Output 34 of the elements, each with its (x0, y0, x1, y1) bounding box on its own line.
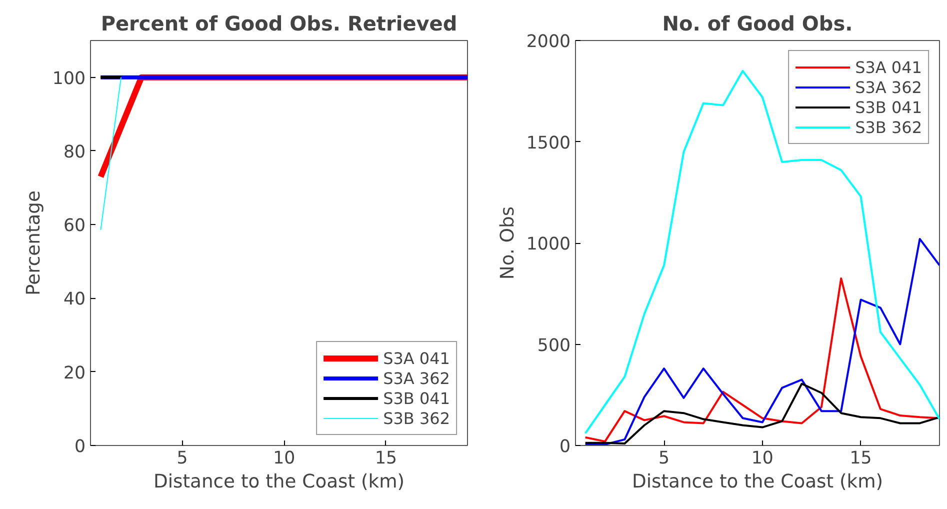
line-series (584, 277, 940, 442)
y-tick-label: 100 (52, 68, 86, 89)
y-tick-label: 40 (63, 290, 86, 310)
y-tick-label: 60 (63, 216, 86, 236)
x-tick-label: 10 (751, 448, 774, 468)
legend-label: S3B 362 (383, 408, 450, 428)
legend-label: S3A 041 (383, 348, 450, 368)
x-tick-label: 10 (273, 448, 296, 468)
x-tick-label: 5 (176, 448, 188, 468)
line-series (584, 238, 940, 446)
legend-label: S3B 041 (383, 388, 450, 408)
y-tick-label: 0 (74, 437, 86, 457)
y-tick-label: 2000 (526, 32, 571, 52)
y-tick-label: 500 (537, 336, 571, 356)
y-tick-label: 0 (559, 437, 571, 457)
legend-label: S3A 041 (855, 58, 922, 76)
chart-title: Percent of Good Obs. Retrieved (100, 12, 458, 36)
y-tick-label: 20 (63, 363, 86, 384)
y-tick-label: 80 (63, 142, 86, 162)
x-tick-label: 15 (374, 448, 398, 468)
x-axis-title: Distance to the Coast (km) (632, 472, 884, 492)
x-tick-label: 5 (658, 448, 670, 468)
legend-label: S3A 362 (383, 368, 450, 388)
legend-label: S3A 362 (855, 78, 922, 96)
x-tick-label: 15 (850, 448, 872, 468)
y-tick-label: 1500 (526, 133, 571, 154)
chart-title: No. of Good Obs. (662, 12, 853, 36)
y-tick-label: 1000 (526, 234, 571, 254)
x-axis-title: Distance to the Coast (km) (153, 472, 405, 492)
legend-label: S3B 362 (855, 118, 922, 136)
y-axis-title: Percentage (23, 190, 44, 296)
line-series (584, 382, 940, 444)
legend-label: S3B 041 (855, 98, 922, 116)
y-axis-title: No. Obs (497, 206, 518, 280)
